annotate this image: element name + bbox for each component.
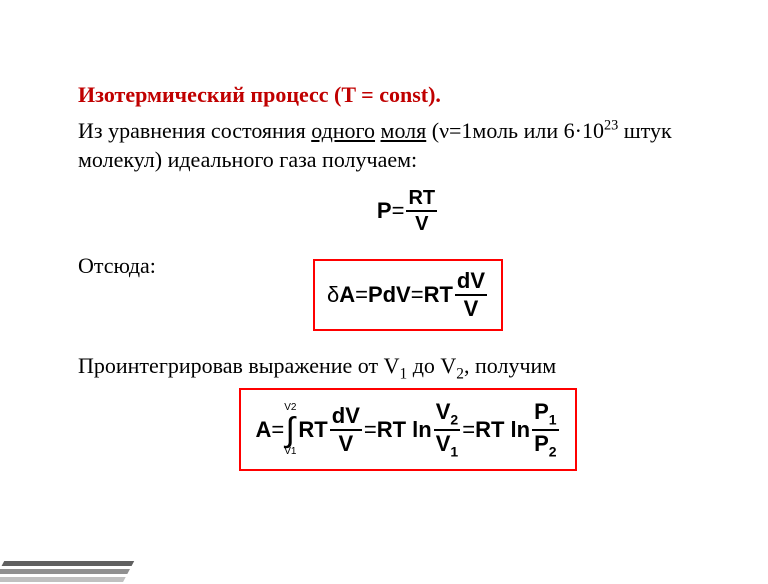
eq3-p2s: 2: [549, 443, 557, 459]
title-part-a: Изотермический процесс (: [78, 82, 341, 107]
integral-icon: V2 ∫ V1: [284, 403, 296, 457]
eq2-line: δA = PdV = RT dV V: [50, 257, 738, 337]
eq3-P2b: P: [534, 431, 549, 456]
eq3-eq3: =: [462, 419, 475, 441]
eq3-A: A: [255, 419, 271, 441]
eq3-P2: P2: [532, 432, 558, 459]
p1-u1: одного: [311, 118, 375, 143]
eq3-V1: V1: [434, 432, 460, 459]
p1-b: (ν=1моль или 6: [426, 118, 574, 143]
eq2-PdV: PdV: [368, 284, 411, 306]
p1-exp: 23: [604, 117, 618, 133]
eq3-s2: 2: [450, 412, 458, 428]
eq3-RT: RT: [298, 419, 327, 441]
para1-line: Из уравнения состояния одного моля (ν=1м…: [50, 116, 738, 175]
eq3-den1: V: [336, 432, 355, 456]
eq1-eq: =: [392, 200, 405, 222]
eq3-num1: dV: [330, 404, 362, 428]
title-var: T: [341, 82, 355, 107]
eq3-s1: 1: [450, 443, 458, 459]
p1-base: 10: [582, 118, 604, 143]
p2-b: до V: [407, 353, 456, 378]
bullet-icon: [50, 386, 78, 390]
eq1-frac: RT V: [406, 187, 437, 235]
bullet-icon: [50, 251, 78, 255]
eq1-line: P = RT V: [50, 181, 738, 245]
eq2-wrap: δA = PdV = RT dV V: [78, 259, 738, 331]
p1-a: Из уравнения состояния: [78, 118, 311, 143]
eq1-den: V: [413, 213, 430, 235]
eq3-eq: =: [271, 419, 284, 441]
eq3-p1s: 1: [549, 412, 557, 428]
p2-c: , получим: [464, 353, 556, 378]
eq2-RT: RT: [424, 284, 453, 306]
eq3-line: A = V2 ∫ V1 RT dV V = RT ln V2: [50, 386, 738, 477]
eq1: P = RT V: [375, 183, 441, 239]
eq3-V2: V2: [434, 400, 460, 427]
eq3: A = V2 ∫ V1 RT dV V = RT ln V2: [239, 388, 576, 471]
eq3-RTln2: RT ln: [475, 419, 530, 441]
eq2: δA = PdV = RT dV V: [313, 259, 503, 331]
eq2-delta: δ: [327, 284, 339, 306]
p2-a: Проинтегрировав выражение от V: [78, 353, 400, 378]
eq3-P1b: P: [534, 399, 549, 424]
title-part-b: = const).: [356, 82, 441, 107]
eq2-A: A: [339, 284, 355, 306]
para2-line: Проинтегрировав выражение от V1 до V2, п…: [50, 351, 738, 381]
eq3-frac3: P1 P2: [532, 400, 558, 459]
eq3-P1: P1: [532, 400, 558, 427]
para1-text: Из уравнения состояния одного моля (ν=1м…: [78, 116, 738, 175]
bullet-icon: [50, 211, 78, 215]
bullet-icon: [50, 295, 78, 299]
int-lower: V1: [284, 447, 296, 457]
eq2-num: dV: [455, 269, 487, 293]
p1-u2: моля: [381, 118, 427, 143]
title-text: Изотермический процесс (T = const).: [78, 80, 738, 110]
bullet-icon: [50, 116, 78, 120]
eq3-V1b: V: [436, 431, 451, 456]
title-line: Изотермический процесс (T = const).: [50, 80, 738, 110]
eq3-RTln: RT ln: [377, 419, 432, 441]
eq2-den: V: [462, 297, 481, 321]
eq2-frac: dV V: [455, 269, 487, 321]
corner-stripes-icon: [0, 544, 143, 584]
eq1-wrap: P = RT V: [78, 183, 738, 239]
bullet-icon: [50, 80, 78, 84]
eq3-eq2: =: [364, 419, 377, 441]
eq3-wrap: A = V2 ∫ V1 RT dV V = RT ln V2: [78, 388, 738, 471]
bullet-icon: [50, 351, 78, 355]
eq2-eq2: =: [411, 284, 424, 306]
int-sym: ∫: [285, 413, 296, 447]
eq2-eq: =: [355, 284, 368, 306]
fraction-bar: [406, 210, 437, 212]
eq3-frac2: V2 V1: [434, 400, 460, 459]
eq3-V2b: V: [436, 399, 451, 424]
eq3-frac1: dV V: [330, 404, 362, 456]
slide-content: Изотермический процесс (T = const). Из у…: [0, 0, 768, 503]
eq1-num: RT: [406, 187, 437, 209]
p2-s2: 2: [456, 365, 464, 382]
p1-dot: ·: [575, 118, 582, 143]
eq1-P: P: [377, 200, 392, 222]
para2-text: Проинтегрировав выражение от V1 до V2, п…: [78, 351, 738, 381]
